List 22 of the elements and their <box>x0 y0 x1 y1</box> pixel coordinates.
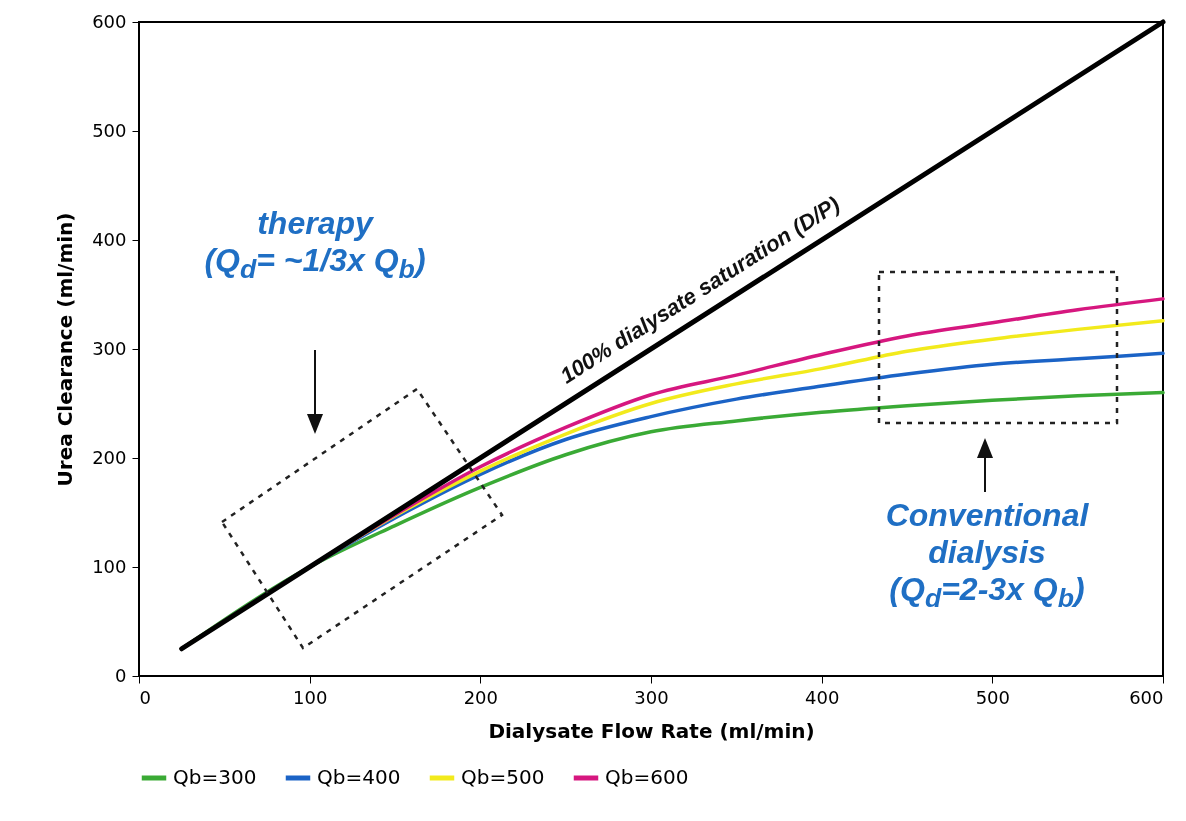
x-tick-label: 200 <box>463 686 499 708</box>
y-tick-label: 500 <box>92 119 127 141</box>
x-tick-label: 400 <box>804 686 840 708</box>
x-tick-label: 500 <box>975 686 1011 708</box>
x-tick-label: 600 <box>1129 686 1164 708</box>
x-axis-title: Dialysate Flow Rate (ml/min) <box>488 718 815 743</box>
x-tick-label: 300 <box>634 686 669 708</box>
annotation: therapy (Q$_{d}$= ~1/3x Q$_{b}$) <box>204 205 426 285</box>
y-tick-label: 0 <box>115 664 127 686</box>
y-tick-label: 300 <box>92 337 127 359</box>
x-tick-label: 0 <box>139 686 151 708</box>
y-tick-label: 200 <box>92 446 127 468</box>
x-tick-label: 100 <box>292 686 328 708</box>
y-tick-label: 400 <box>92 228 127 250</box>
legend-label: Qb=600 <box>605 765 689 789</box>
y-axis-title: Urea Clearance (ml/min) <box>53 212 78 487</box>
y-tick-label: 600 <box>92 10 127 32</box>
annotation: Conventional dialysis (Q$_{d}$=2-3x Q$_{b}$) <box>885 497 1089 614</box>
y-tick-label: 100 <box>92 555 127 577</box>
legend-label: Qb=300 <box>173 765 257 789</box>
legend-label: Qb=400 <box>317 765 401 789</box>
legend-label: Qb=500 <box>461 765 545 789</box>
